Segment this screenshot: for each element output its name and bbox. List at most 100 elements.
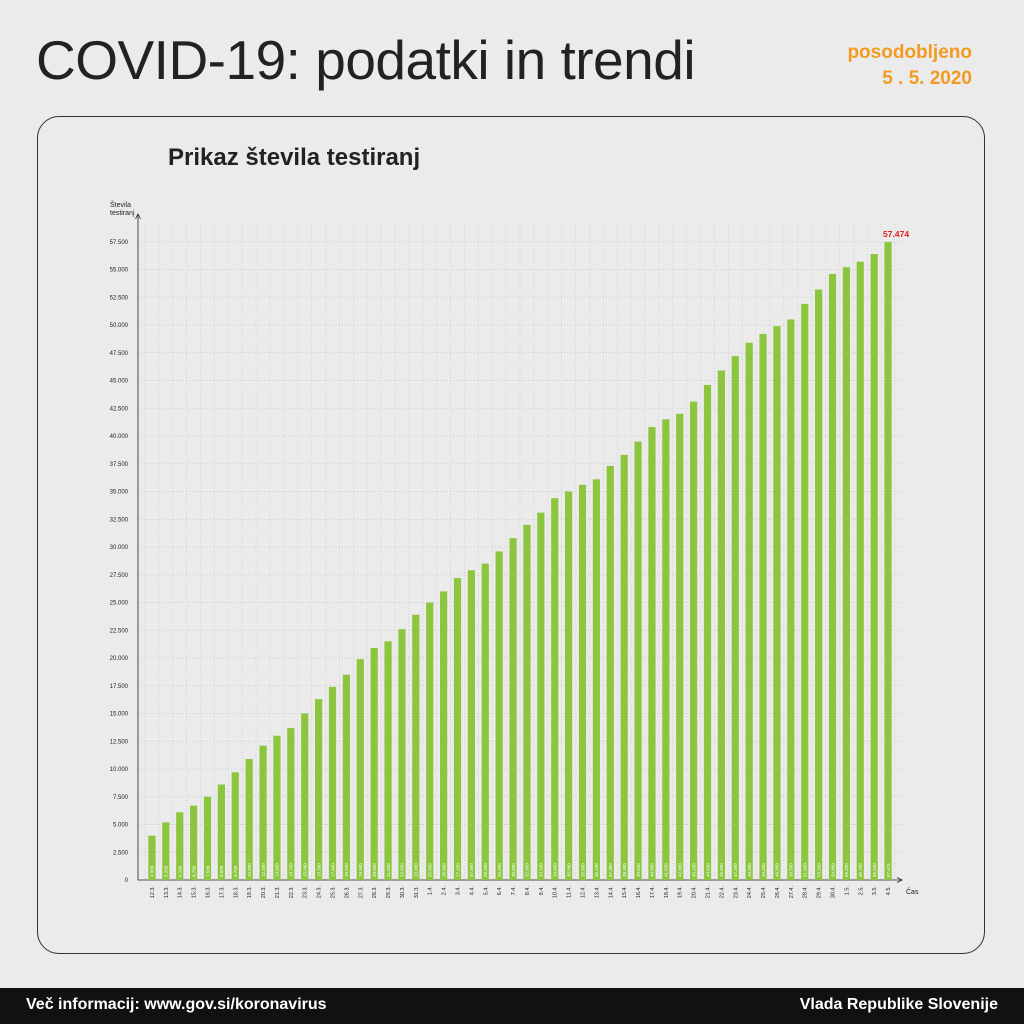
x-tick-label: 20.4. — [692, 886, 698, 899]
x-tick-label: 15.3. — [192, 886, 198, 899]
bar — [231, 772, 239, 880]
y-tick-label: 47.500 — [110, 351, 129, 357]
bar — [509, 538, 517, 880]
y-axis-label: Števila testiranj — [110, 202, 135, 217]
bar — [426, 602, 434, 880]
bar — [412, 614, 420, 880]
x-tick-label: 16.4. — [636, 886, 642, 899]
bar — [273, 735, 281, 880]
bar-value-label: 32.000 — [525, 863, 530, 877]
updated: posodobljeno 5 . 5. 2020 — [847, 40, 972, 92]
bar-value-label: 23.900 — [414, 863, 419, 877]
x-tick-label: 30.4. — [831, 886, 837, 899]
bar — [648, 427, 656, 880]
chart-title: Prikaz števila testiranj — [168, 144, 421, 171]
bar — [384, 641, 392, 880]
bar-value-label: 28.500 — [483, 863, 488, 877]
bar — [606, 465, 614, 880]
y-tick-label: 27.500 — [110, 573, 129, 579]
x-tick-label: 22.3. — [289, 886, 295, 899]
x-tick-label: 13.4. — [594, 886, 600, 899]
bar — [662, 419, 670, 880]
bar-value-label: 17.400 — [330, 863, 335, 877]
y-tick-label: 22.500 — [110, 628, 129, 634]
x-tick-label: 25.4. — [761, 886, 767, 899]
bar — [328, 686, 337, 880]
x-tick-label: 6.4. — [497, 886, 503, 896]
updated-date: 5 . 5. 2020 — [882, 68, 972, 89]
bar — [634, 441, 642, 880]
x-tick-label: 1.4. — [428, 886, 434, 896]
bar — [398, 629, 406, 880]
bar-value-label: 54.600 — [830, 863, 835, 877]
bar-value-label: 25.000 — [428, 863, 433, 877]
bar-value-label: 36.100 — [594, 863, 599, 877]
bar-value-label: 39.500 — [636, 863, 641, 877]
y-axis-arrow — [135, 213, 141, 220]
bar-value-label: 55.200 — [844, 863, 849, 877]
bar-value-label: 30.800 — [511, 863, 516, 877]
footer-info: Več informacij: www.gov.si/koronavirus — [26, 996, 327, 1013]
bar-value-label: 34.400 — [553, 863, 558, 877]
x-tick-label: 8.4. — [525, 886, 531, 896]
x-tick-label: 27.3. — [358, 886, 364, 899]
y-tick-label: 17.500 — [110, 684, 129, 690]
bar-value-label: 9.700 — [233, 865, 238, 877]
bar — [731, 356, 739, 881]
bar — [440, 591, 448, 880]
x-tick-label: 12.4. — [581, 886, 587, 899]
chart-card — [37, 116, 985, 954]
bar — [148, 835, 156, 880]
x-tick-label: 18.4. — [664, 886, 670, 899]
bar-value-label: 51.900 — [803, 863, 808, 877]
bar-value-label: 43.100 — [691, 863, 696, 877]
bar — [676, 413, 684, 880]
bar-value-label: 27.200 — [455, 863, 460, 877]
bar — [717, 370, 725, 880]
bar-value-label: 18.500 — [344, 863, 349, 877]
x-tick-label: 11.4. — [567, 886, 573, 898]
bar — [203, 796, 212, 880]
bar-value-label: 7.500 — [205, 865, 210, 877]
x-tick-label: 7.4. — [511, 886, 517, 896]
x-axis-arrow — [896, 877, 903, 883]
x-tick-label: 28.3. — [372, 886, 378, 899]
bar-value-label: 19.900 — [358, 863, 363, 877]
bar — [467, 570, 475, 880]
bar-value-label: 35.000 — [566, 863, 571, 877]
y-tick-label: 15.000 — [110, 712, 129, 718]
bar — [217, 784, 225, 880]
y-tick-label: 35.000 — [110, 490, 129, 496]
x-tick-label: 25.3. — [331, 886, 337, 899]
x-tick-label: 29.4. — [817, 886, 823, 899]
bar — [315, 699, 323, 880]
bar-value-label: 40.800 — [650, 863, 655, 877]
bar-value-label: 42.000 — [678, 863, 683, 877]
x-tick-label: 12.3. — [150, 886, 156, 899]
x-tick-label: 19.4. — [678, 886, 684, 899]
y-tick-label: 50.000 — [110, 323, 129, 329]
bar-value-label: 12.100 — [261, 863, 266, 877]
bar — [870, 253, 878, 880]
bar — [245, 759, 253, 880]
x-tick-label: 26.4. — [775, 886, 781, 899]
x-tick-label: 3.4. — [456, 886, 462, 896]
y-tick-label: 45.000 — [110, 379, 129, 385]
bar-value-label: 20.900 — [372, 863, 377, 877]
bar — [259, 745, 267, 880]
bar-value-label: 29.600 — [497, 863, 502, 877]
x-tick-label: 14.3. — [178, 886, 184, 899]
footer-source: Vlada Republike Slovenije — [799, 996, 998, 1013]
x-tick-label: 18.3. — [233, 886, 239, 899]
x-tick-label: 29.3. — [386, 886, 392, 899]
bar-value-label: 27.900 — [469, 863, 474, 877]
bar-value-label: 53.200 — [816, 863, 821, 877]
bar — [856, 261, 864, 881]
updated-label: posodobljeno — [847, 42, 972, 63]
y-tick-label: 40.000 — [110, 434, 129, 440]
bar-value-label: 21.500 — [386, 863, 391, 877]
bar — [523, 524, 531, 880]
bar-value-label: 6.100 — [178, 865, 183, 877]
bar-value-label: 33.100 — [539, 863, 544, 877]
bar — [453, 578, 462, 880]
